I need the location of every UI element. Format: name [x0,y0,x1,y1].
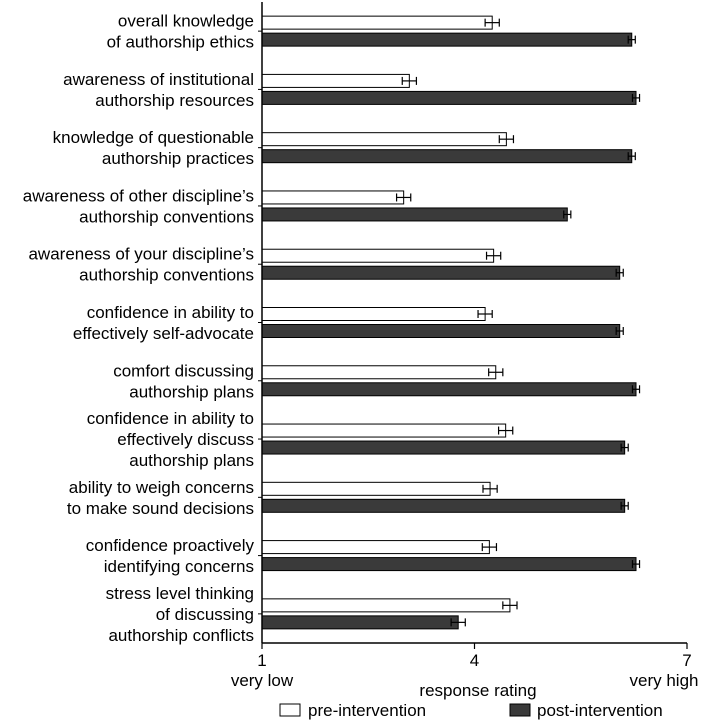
category-label: confidence proactively identifying concer… [86,536,255,576]
error-bars [395,18,641,627]
category-labels: overall knowledge of authorship ethics awa… [23,12,255,645]
bar-post-intervention [261,207,568,222]
legend-label-pre-intervention: pre-intervention [308,701,426,720]
x-axis-label: response rating [419,681,536,700]
x-tick-label: 4 [470,651,479,670]
category-label: confidence in ability to effectively disc… [87,409,254,470]
error-bar-post-intervention [450,618,466,627]
x-tick-label: 1 [257,651,266,670]
legend: pre-intervention post-intervention [279,701,663,720]
category-label: awareness of institutional authorship res… [63,70,254,110]
x-extreme-high-label: very high [630,671,699,690]
error-bar-post-intervention [615,327,624,335]
category-label: knowledge of questionable authorship prac… [53,128,254,168]
x-ticks: 1 4 7 [257,643,692,670]
category-label: confidence in ability to effectively self… [73,303,254,343]
bar-post-intervention [261,615,459,630]
bar-pre-intervention [261,190,405,205]
error-bar-pre-intervention [401,76,418,85]
error-bar-post-intervention [631,560,641,569]
bar-post-intervention [261,440,626,455]
error-bar-post-intervention [631,385,641,394]
error-bar-pre-intervention [488,368,504,377]
error-bar-post-intervention [620,443,629,452]
bar-post-intervention [261,32,633,47]
bar-pre-intervention [261,365,497,380]
error-bar-post-intervention [631,93,641,102]
bar-post-intervention [261,265,621,280]
bar-pre-intervention [261,598,511,613]
error-bar-post-intervention [627,35,636,44]
error-bar-post-intervention [627,152,636,161]
bar-post-intervention [261,149,633,164]
bar-pre-intervention [261,73,410,88]
error-bar-pre-intervention [497,426,514,435]
error-bar-pre-intervention [481,543,498,552]
bar-post-intervention [261,498,626,513]
bar-pre-intervention [261,481,491,496]
bar-post-intervention [261,324,621,338]
category-label: awareness of your discipline’s authorship… [28,245,254,285]
bar-post-intervention [261,382,637,397]
category-label: awareness of other discipline’s authorshi… [23,186,254,226]
bar-pre-intervention [261,307,486,321]
legend-label-post-intervention: post-intervention [537,701,663,720]
error-bar-post-intervention [563,210,572,219]
category-label: comfort discussing authorship plans [113,361,254,401]
bar-pre-intervention [261,423,507,438]
bar-pre-intervention [261,540,490,555]
error-bar-pre-intervention [395,193,412,202]
error-bar-pre-intervention [477,310,493,318]
category-label: stress level thinking of discussing author… [106,584,254,645]
legend-swatch-pre-intervention [279,703,301,717]
error-bar-pre-intervention [498,135,515,144]
error-bar-pre-intervention [482,484,498,493]
error-bar-pre-intervention [502,601,518,610]
bars [261,15,637,630]
bar-pre-intervention [261,132,507,147]
bar-pre-intervention [261,15,493,30]
category-label: ability to weigh concerns to make sound d… [67,478,254,518]
x-extreme-low-label: very low [231,671,294,690]
legend-swatch-post-intervention [509,703,531,717]
category-label: overall knowledge of authorship ethics [107,12,254,52]
error-bar-post-intervention [615,268,624,277]
bar-post-intervention [261,90,637,105]
error-bar-post-intervention [620,501,629,510]
x-tick-label: 7 [682,651,691,670]
bar-post-intervention [261,557,637,572]
error-bar-pre-intervention [484,18,500,27]
bar-pre-intervention [261,248,495,263]
error-bar-pre-intervention [485,251,502,260]
